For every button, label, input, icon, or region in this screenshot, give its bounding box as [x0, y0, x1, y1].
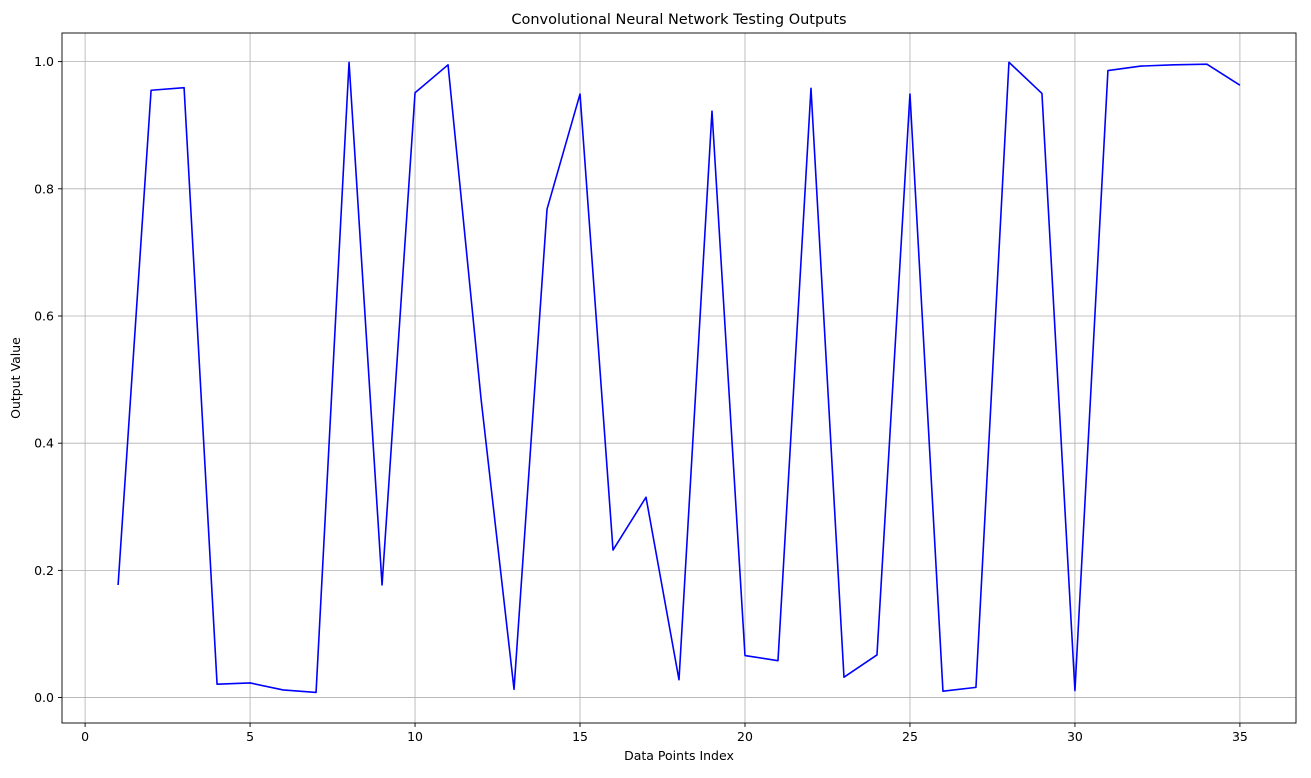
x-tick-label: 35 — [1232, 729, 1248, 744]
y-tick-label: 0.2 — [34, 563, 54, 578]
ticks: 0 5 10 15 20 25 30 35 0.0 0.2 0.4 0.6 0.8 1.0 — [34, 54, 1248, 744]
y-tick-label: 0.6 — [34, 308, 54, 323]
chart-title: Convolutional Neural Network Testing Out… — [511, 12, 846, 28]
x-tick-label: 0 — [81, 729, 89, 744]
series-layer — [117, 61, 1241, 694]
plot-frame — [61, 32, 1297, 724]
grid — [62, 33, 1296, 723]
y-tick-label: 0.4 — [34, 436, 54, 451]
x-tick-label: 20 — [737, 729, 753, 744]
x-tick-label: 30 — [1067, 729, 1083, 744]
x-tick-label: 5 — [246, 729, 254, 744]
x-axis-label: Data Points Index — [624, 748, 734, 763]
y-tick-label: 0.8 — [34, 181, 54, 196]
y-axis-label: Output Value — [8, 337, 23, 419]
x-tick-label: 15 — [572, 729, 588, 744]
y-tick-label: 0.0 — [34, 690, 54, 705]
x-tick-label: 25 — [902, 729, 918, 744]
y-tick-label: 1.0 — [34, 54, 54, 69]
x-tick-label: 10 — [407, 729, 423, 744]
series-line — [117, 61, 1241, 694]
